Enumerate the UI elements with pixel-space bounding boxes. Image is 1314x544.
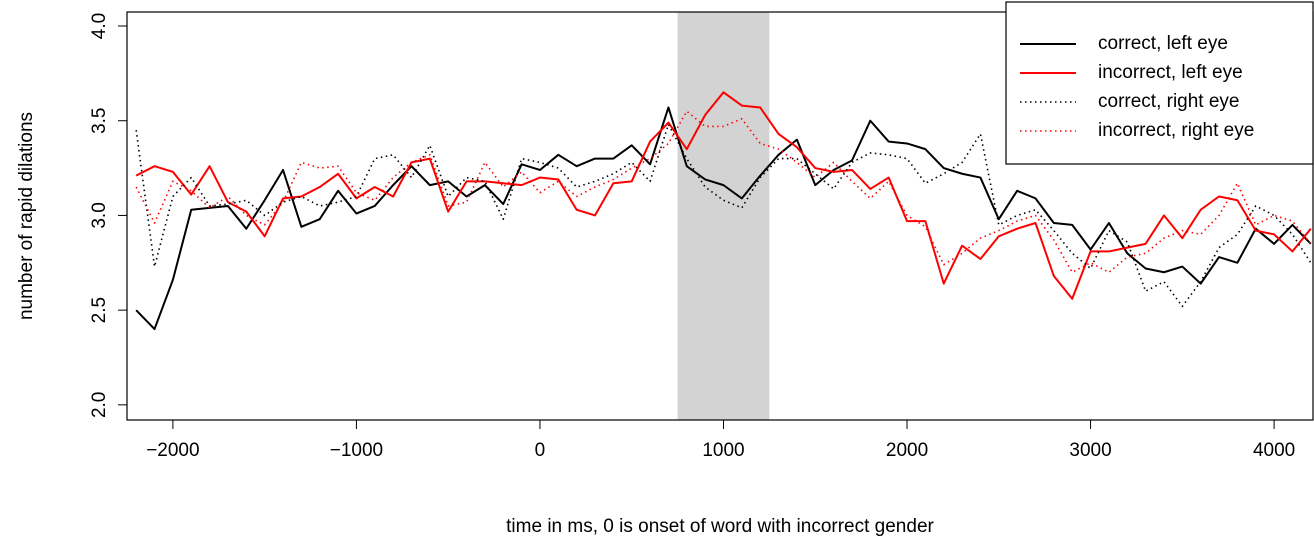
x-tick-label: −1000 [330,440,383,461]
legend-label: correct, right eye [1098,91,1240,112]
legend-label: incorrect, right eye [1098,120,1254,141]
legend-label: correct, left eye [1098,33,1228,54]
data-line [135,106,1312,331]
x-tick-label: 4000 [1253,440,1295,461]
y-tick-label: 3.5 [89,108,110,134]
data-line [135,91,1312,300]
data-line [135,110,1312,274]
y-tick-label: 4.0 [89,13,110,39]
legend-box [1005,1,1314,165]
plot-frame [126,11,1314,421]
shaded-region [677,12,770,420]
y-axis-label: number of rapid dilations [16,112,37,320]
x-tick-label: 0 [535,440,546,461]
y-tick-label: 2.0 [89,392,110,418]
x-axis-label: time in ms, 0 is onset of word with inco… [506,516,934,537]
x-tick-label: −2000 [146,440,199,461]
data-line [135,123,1312,308]
legend-label: incorrect, left eye [1098,62,1243,83]
x-tick-label: 3000 [1069,440,1111,461]
x-tick-label: 2000 [886,440,928,461]
x-tick-label: 1000 [702,440,744,461]
plot-area [135,12,1312,420]
y-tick-label: 3.0 [89,202,110,228]
y-tick-label: 2.5 [89,297,110,323]
